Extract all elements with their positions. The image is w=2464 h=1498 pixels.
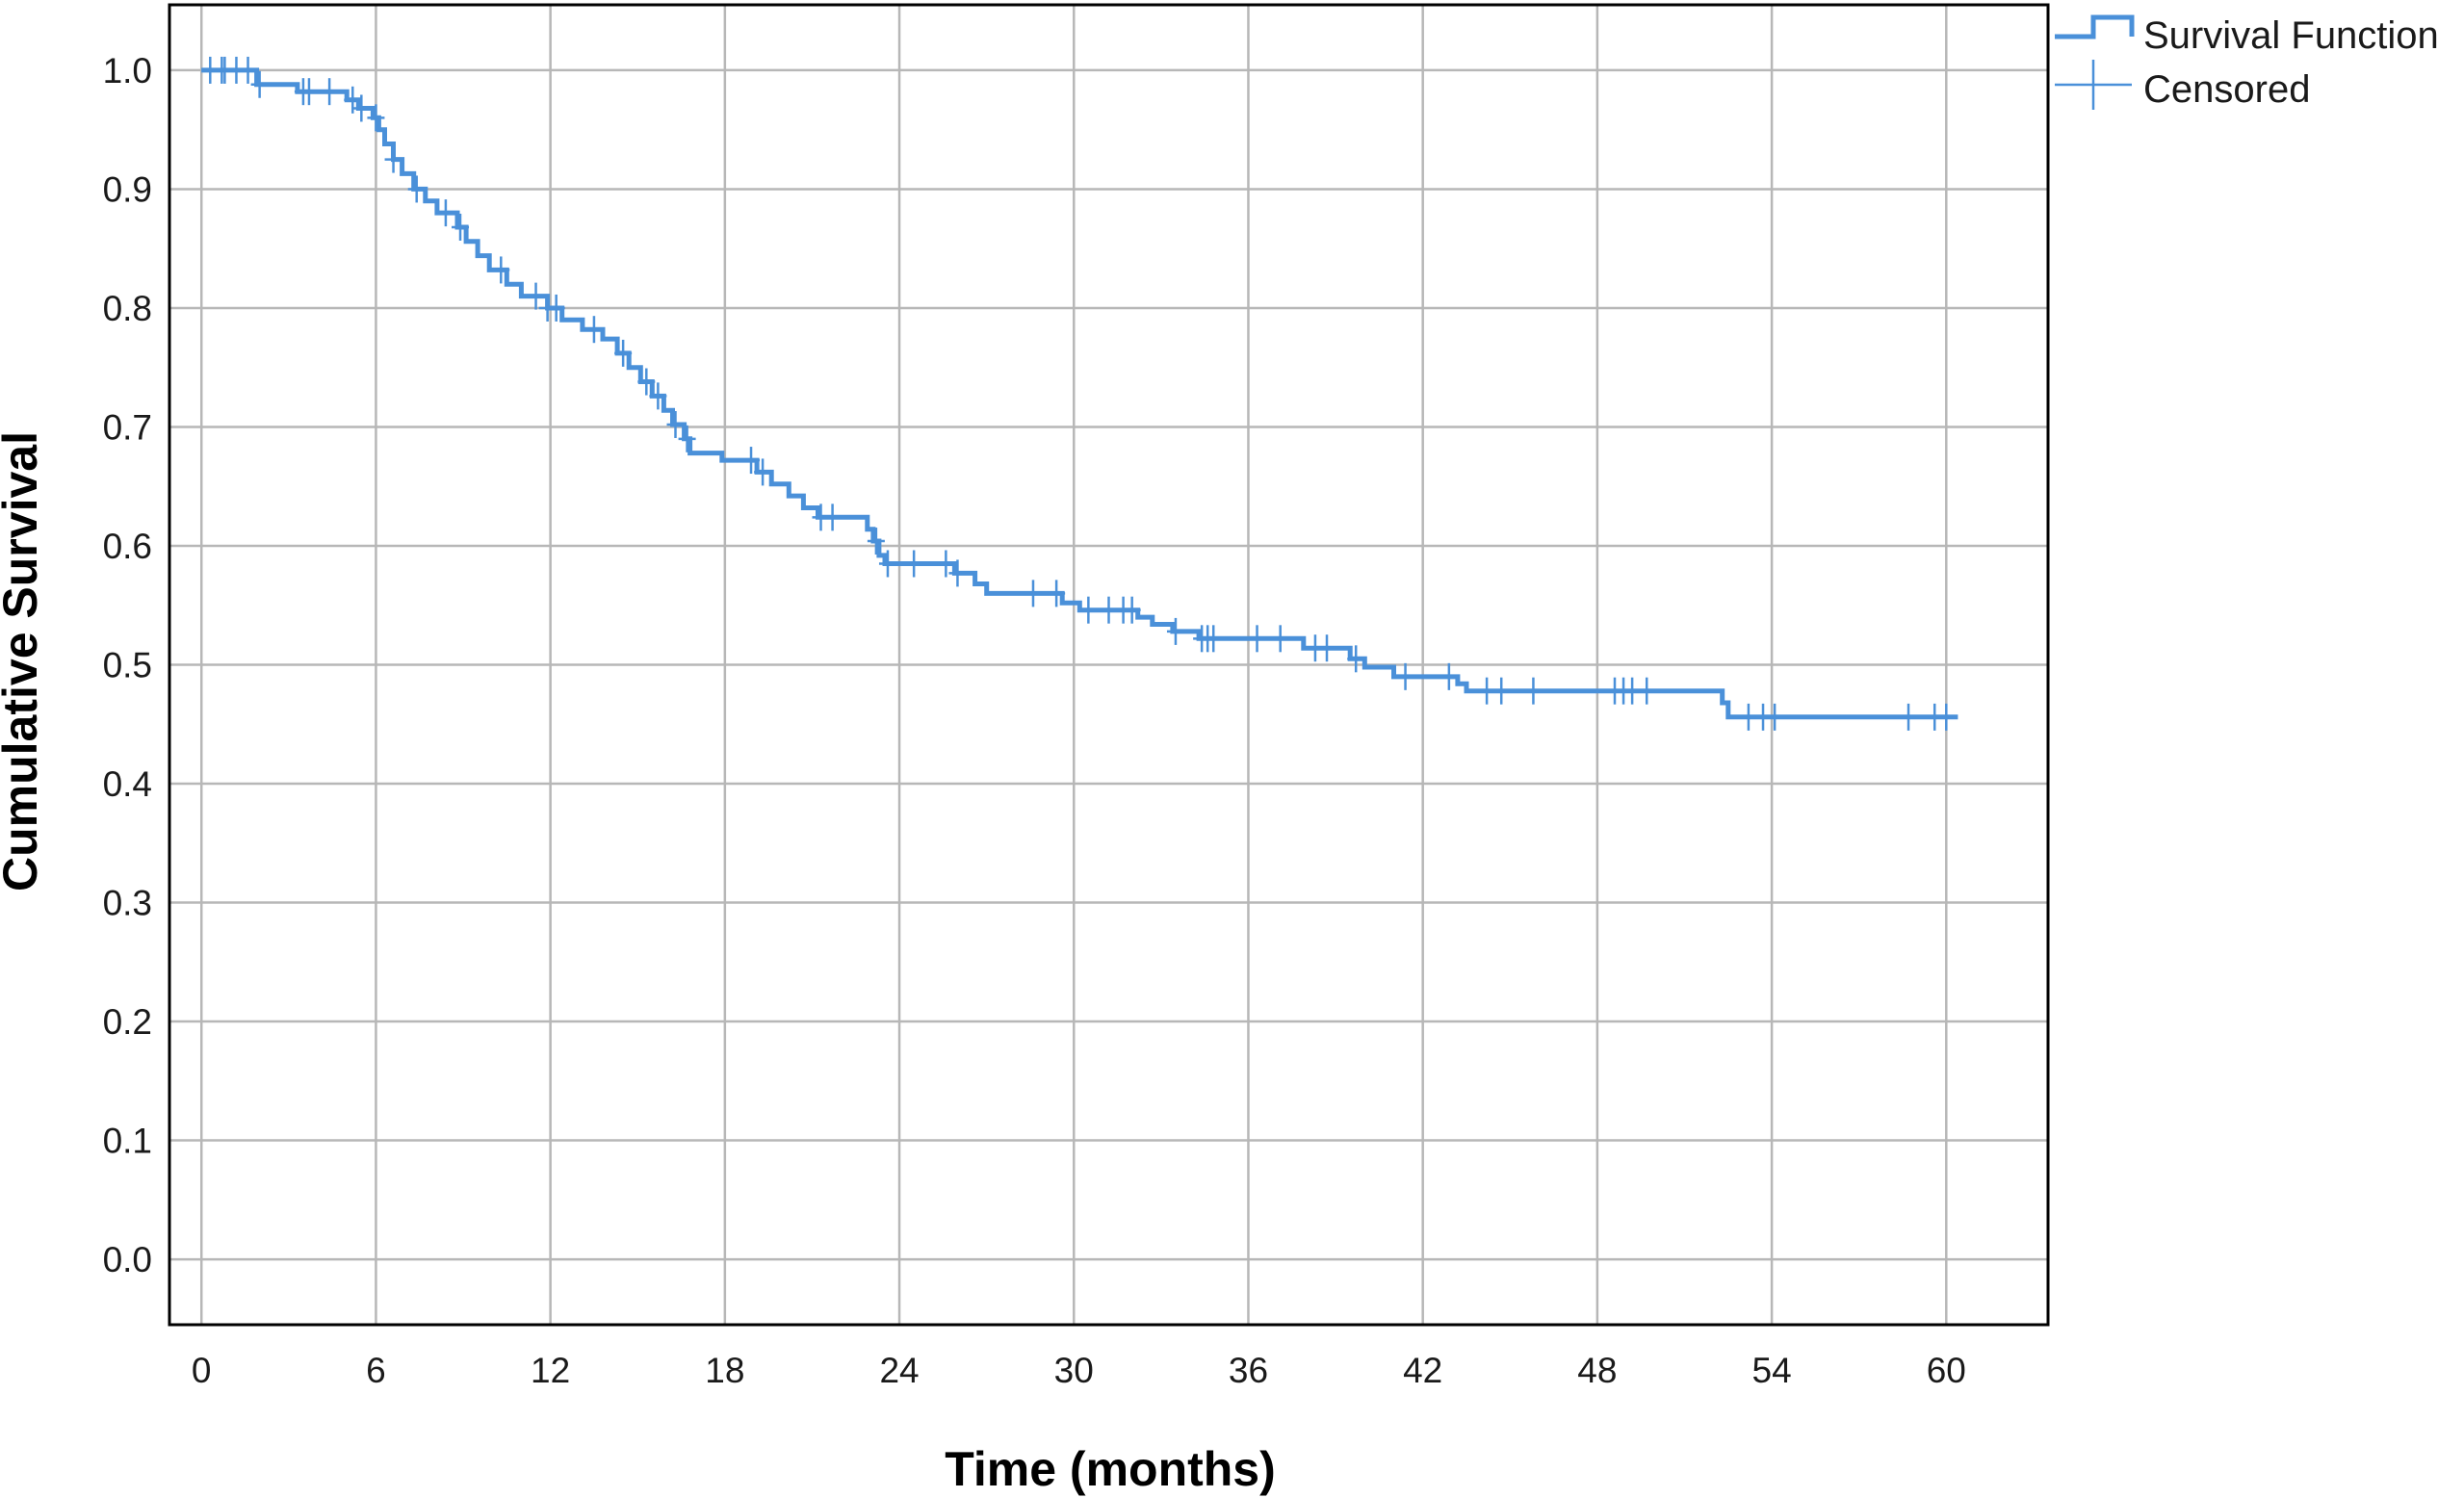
censored-mark xyxy=(754,458,772,486)
censored-mark xyxy=(948,559,967,587)
censored-mark xyxy=(1166,617,1184,645)
censored-mark xyxy=(547,294,565,322)
x-tick-label: 54 xyxy=(1752,1351,1792,1390)
x-tick-label: 30 xyxy=(1054,1351,1094,1390)
legend-survival-label: Survival Function xyxy=(2143,14,2439,57)
censored-mark xyxy=(1478,677,1496,705)
grid-lines xyxy=(169,5,2048,1325)
y-tick-label: 0.8 xyxy=(103,289,152,328)
legend-censored-label: Censored xyxy=(2143,68,2310,111)
legend-survival-swatch xyxy=(2055,14,2135,39)
censored-mark xyxy=(905,550,923,578)
x-tick-label: 60 xyxy=(1927,1351,1966,1390)
censored-mark xyxy=(239,56,257,84)
censored-mark xyxy=(527,282,545,310)
censored-mark xyxy=(1492,677,1511,705)
censored-mark xyxy=(299,78,318,106)
y-tick-label: 0.5 xyxy=(103,646,152,685)
censored-marks xyxy=(201,56,1956,731)
y-tick-label: 0.3 xyxy=(103,884,152,923)
censored-mark xyxy=(666,411,685,439)
censored-mark xyxy=(1079,596,1098,624)
censored-mark xyxy=(1024,580,1042,607)
censored-mark xyxy=(452,213,470,241)
censored-mark xyxy=(1123,596,1141,624)
censored-mark xyxy=(1205,625,1223,653)
censored-mark xyxy=(1100,596,1118,624)
censored-mark xyxy=(344,86,362,114)
censored-mark xyxy=(649,382,667,410)
y-tick-label: 0.4 xyxy=(103,764,152,804)
censored-mark xyxy=(492,256,510,284)
censored-mark xyxy=(1638,677,1656,705)
x-axis-ticks: 0 6 12 18 24 30 36 42 48 54 60 xyxy=(192,1351,1966,1390)
x-tick-label: 24 xyxy=(879,1351,919,1390)
censored-mark xyxy=(637,368,656,396)
censored-mark xyxy=(250,70,269,98)
censored-mark xyxy=(1937,703,1956,731)
censored-mark xyxy=(937,550,955,578)
censored-mark xyxy=(1248,625,1266,653)
x-tick-label: 36 xyxy=(1229,1351,1268,1390)
censored-mark xyxy=(867,528,885,555)
censored-mark xyxy=(367,104,385,132)
censored-mark xyxy=(1524,677,1543,705)
censored-mark xyxy=(742,447,761,475)
censored-mark xyxy=(1439,662,1458,690)
y-tick-label: 0.6 xyxy=(103,527,152,566)
censored-mark xyxy=(1900,703,1918,731)
y-tick-label: 0.7 xyxy=(103,407,152,447)
censored-mark xyxy=(321,78,339,106)
survival-function-line xyxy=(201,67,1958,720)
y-tick-label: 0.1 xyxy=(103,1122,152,1161)
censored-mark xyxy=(1739,703,1757,731)
censored-mark xyxy=(1347,645,1365,673)
censored-mark xyxy=(1048,580,1066,607)
censored-mark xyxy=(384,145,402,173)
censored-mark xyxy=(436,199,454,227)
legend-censored-swatch xyxy=(2055,60,2132,110)
censored-mark xyxy=(614,339,633,367)
y-axis-ticks: 0.0 0.1 0.2 0.3 0.4 0.5 0.6 0.7 0.8 0.9 1.0 xyxy=(103,51,152,1279)
y-axis-title: Cumulative Survival xyxy=(0,431,47,891)
y-tick-label: 1.0 xyxy=(103,51,152,90)
x-axis-title: Time (months) xyxy=(945,1442,1276,1496)
x-tick-label: 6 xyxy=(366,1351,386,1390)
censored-mark xyxy=(584,316,603,344)
legend: Survival Function Censored xyxy=(2055,14,2439,111)
censored-mark xyxy=(352,94,371,122)
x-tick-label: 42 xyxy=(1403,1351,1442,1390)
plot-frame xyxy=(168,3,2050,1327)
censored-mark xyxy=(1396,662,1414,690)
x-tick-label: 0 xyxy=(192,1351,212,1390)
x-tick-label: 48 xyxy=(1577,1351,1617,1390)
censored-mark xyxy=(878,550,896,578)
censored-mark xyxy=(1271,625,1289,653)
censored-mark xyxy=(823,504,842,531)
x-tick-label: 18 xyxy=(705,1351,744,1390)
censored-mark xyxy=(1318,634,1336,662)
x-tick-label: 12 xyxy=(531,1351,570,1390)
y-tick-label: 0.0 xyxy=(103,1240,152,1279)
censored-mark xyxy=(1623,677,1642,705)
y-tick-label: 0.9 xyxy=(103,169,152,209)
censored-mark xyxy=(1766,703,1784,731)
censored-mark xyxy=(407,175,426,203)
censored-mark xyxy=(678,425,696,452)
y-tick-label: 0.2 xyxy=(103,1002,152,1042)
